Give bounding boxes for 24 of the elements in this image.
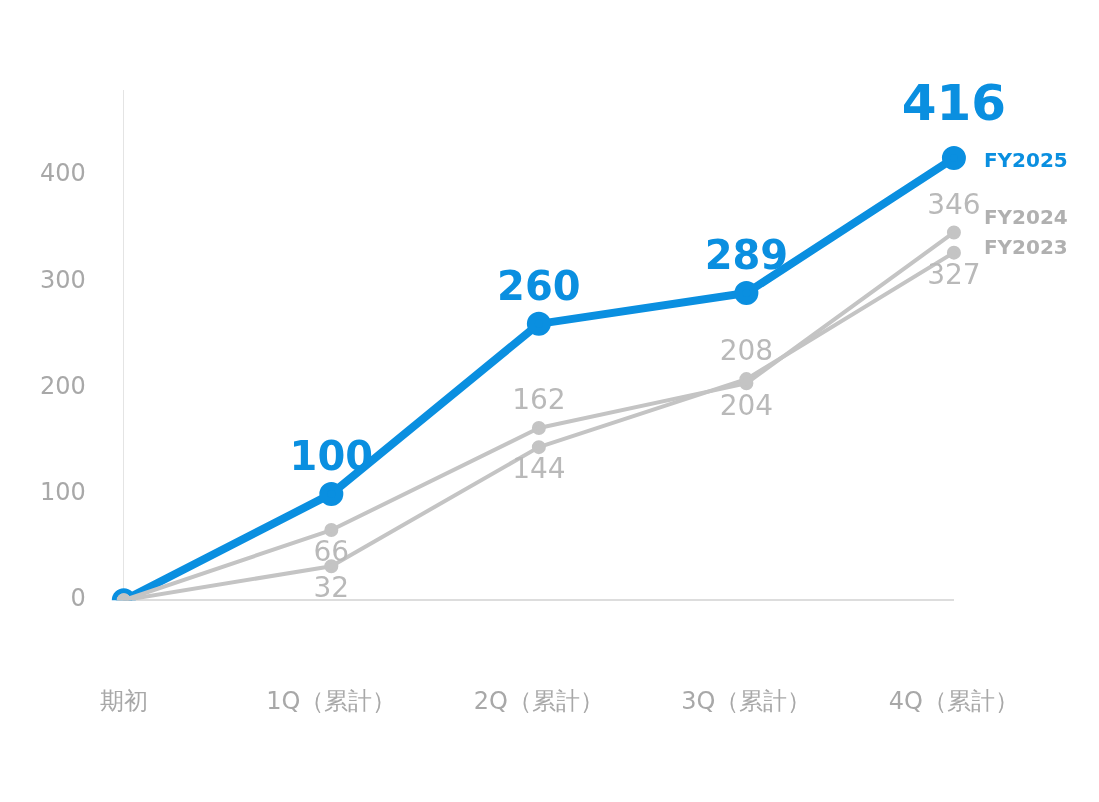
data-label: 346 <box>927 187 981 221</box>
x-tick-label: 4Q（累計） <box>888 686 1020 715</box>
y-tick-label: 200 <box>40 371 86 400</box>
y-tick-label: 100 <box>40 478 86 507</box>
data-label: 32 <box>313 571 350 605</box>
data-label: 208 <box>719 334 774 368</box>
series-label: FY2024 <box>983 204 1068 229</box>
data-label: 327 <box>927 257 981 291</box>
series-label: FY2023 <box>983 234 1068 259</box>
y-tick-label: 300 <box>40 265 86 294</box>
data-label: 416 <box>901 74 1007 133</box>
data-label: 144 <box>512 452 566 486</box>
data-label: 204 <box>719 388 774 422</box>
y-tick-label: 0 <box>70 584 86 613</box>
x-tick-label: 期初 <box>99 686 148 715</box>
data-label: 289 <box>704 232 789 279</box>
data-label: 260 <box>497 263 581 310</box>
x-tick-label: 3Q（累計） <box>681 686 812 715</box>
x-tick-label: 2Q（累計） <box>473 686 604 715</box>
data-label: 162 <box>512 383 566 417</box>
data-label: 66 <box>313 535 350 569</box>
y-tick-label: 400 <box>40 159 86 188</box>
series-label: FY2025 <box>983 148 1068 173</box>
x-tick-label: 1Q（累計） <box>266 686 397 715</box>
